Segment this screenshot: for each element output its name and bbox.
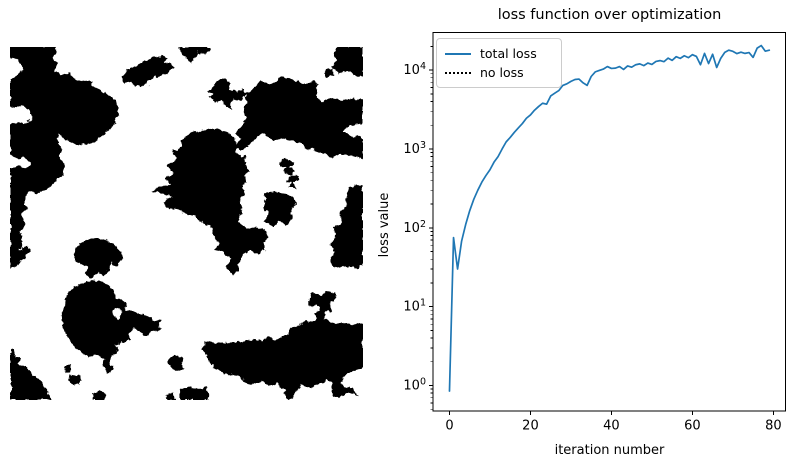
legend-label: no loss [480, 65, 524, 80]
blob-amoeba-center [207, 78, 247, 109]
blob-center-right-lobe [262, 191, 296, 227]
y-tick-label: 101 [403, 298, 426, 315]
loss-chart-svg: 0 20 40 60 80 100 101 102 103 104 [403, 32, 786, 434]
blob-right-mass [234, 77, 363, 160]
y-tick-label: 103 [403, 140, 426, 157]
y-axis-label: loss value [377, 192, 392, 258]
blob-topright-speck [324, 68, 335, 78]
blob-bottomright-mass [200, 290, 363, 400]
blob-topcenter-elongated [121, 55, 174, 86]
blob-tail-speck [20, 246, 30, 257]
legend: total loss no loss [436, 38, 562, 88]
blob-spike-1 [278, 158, 296, 176]
blob-spike-2 [286, 174, 300, 189]
y-tick-label: 100 [403, 377, 426, 394]
legend-line-sample-dotted [445, 71, 471, 74]
loss-chart-panel: 0 20 40 60 80 100 101 102 103 104 loss function o… [377, 0, 794, 470]
legend-row: total loss [445, 44, 553, 63]
legend-row: no loss [445, 63, 553, 82]
blob-small-center-bottom [167, 354, 186, 372]
blob-bottomedge-2 [179, 386, 209, 400]
total-loss-line [448, 44, 771, 392]
blob-centerleft-large [61, 280, 163, 374]
chart-title: loss function over optimization [497, 7, 722, 23]
blob-topright-corner [331, 47, 363, 78]
blob-speck-1 [63, 364, 71, 374]
blob-topedge-piece [179, 47, 212, 63]
blob-speck-2 [68, 374, 82, 385]
blob-center-large [152, 128, 270, 276]
blob-image-panel [10, 47, 363, 400]
y-tick-label: 102 [403, 219, 426, 236]
legend-line-sample-solid [445, 52, 471, 55]
plot-frame [432, 32, 786, 412]
x-tick-label: 20 [522, 419, 539, 434]
x-tick-label: 80 [765, 419, 782, 434]
blob-layer [10, 47, 363, 400]
blob-bottomedge-3 [166, 392, 176, 400]
legend-label: total loss [480, 46, 537, 61]
x-axis-label: iteration number [554, 443, 665, 458]
x-tick-label: 0 [445, 419, 453, 434]
x-tick-label: 60 [684, 419, 701, 434]
blob-left-round [74, 238, 123, 279]
blob-rightedge-strip [329, 183, 363, 270]
blob-bottomedge-1 [92, 390, 107, 400]
binary-image-svg [10, 47, 363, 400]
blob-hole-centerleft [113, 307, 121, 319]
blob-bottomleft-wedge [10, 348, 51, 400]
x-tick-label: 40 [603, 419, 620, 434]
blob-topleft-mass [10, 47, 120, 270]
y-tick-label: 104 [403, 61, 426, 78]
